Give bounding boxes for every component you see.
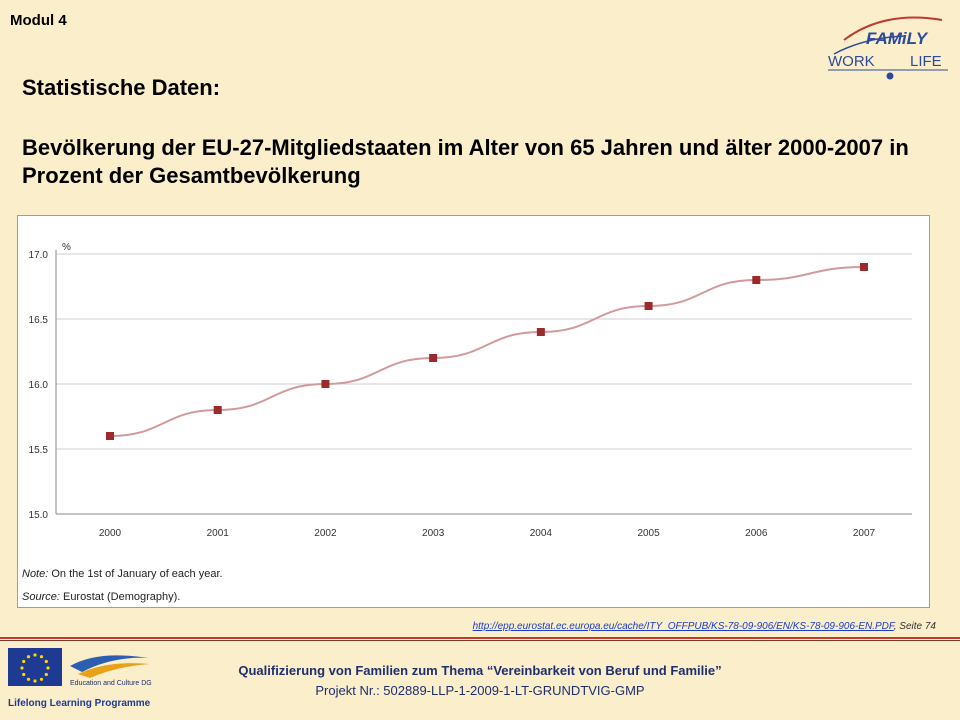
- x-tick-label: 2007: [853, 528, 876, 539]
- x-tick-label: 2005: [637, 528, 660, 539]
- x-tick-label: 2000: [99, 528, 122, 539]
- source-url-link[interactable]: http://epp.eurostat.ec.europa.eu/cache/I…: [472, 621, 894, 632]
- data-point: [536, 328, 545, 336]
- footer-project-number: Projekt Nr.: 502889-LLP-1-2009-1-LT-GRUN…: [315, 683, 645, 698]
- x-tick-label: 2001: [207, 528, 230, 539]
- x-tick-label: 2004: [530, 528, 553, 539]
- source-reference: http://epp.eurostat.ec.europa.eu/cache/I…: [473, 621, 936, 632]
- footer-divider: [0, 637, 960, 639]
- y-axis-unit: %: [62, 242, 71, 253]
- y-tick-label: 16.5: [29, 315, 49, 326]
- chart-container: 15.0 15.5 16.0 16.5 17.0% 2000 2001 2002 2003 200…: [17, 215, 930, 608]
- heading-line-2: Bevölkerung der EU-27-Mitgliedstaaten im…: [22, 135, 909, 188]
- logo-work-text: WORK: [828, 53, 875, 70]
- data-point: [321, 380, 330, 388]
- heading-line-1: Statistische Daten:: [22, 75, 221, 100]
- footer-title: Qualifizierung von Familien zum Thema “V…: [238, 663, 722, 678]
- x-tick-label: 2003: [422, 528, 445, 539]
- logo-family-text: FAMiLY: [866, 29, 929, 48]
- y-tick-label: 17.0: [29, 250, 49, 261]
- heading: Statistische Daten: Bevölkerung der EU-2…: [22, 74, 942, 190]
- source-label: Source:: [22, 591, 60, 603]
- eu-lifelong-learning-logo: Education and Culture DG Lifelong Learni…: [8, 648, 152, 709]
- llp-caption: Lifelong Learning Programme: [8, 698, 151, 709]
- y-tick-label: 15.5: [29, 445, 49, 456]
- chart-source: Source: Eurostat (Demography).: [22, 591, 180, 603]
- data-point: [860, 263, 868, 271]
- eu-caption: Education and Culture DG: [70, 680, 152, 687]
- data-point: [106, 432, 114, 440]
- source-page: , Seite 74: [893, 621, 936, 632]
- chart-note: Note: On the 1st of January of each year…: [22, 568, 223, 580]
- family-work-life-logo: FAMiLY WORK LIFE: [828, 16, 948, 80]
- data-point: [429, 354, 438, 362]
- y-tick-label: 16.0: [29, 380, 49, 391]
- note-text: On the 1st of January of each year.: [48, 568, 223, 580]
- y-tick-label: 15.0: [29, 510, 49, 521]
- footer-divider-secondary: [0, 640, 960, 641]
- module-label: Modul 4: [10, 12, 67, 29]
- logo-life-text: LIFE: [910, 53, 942, 70]
- data-point: [213, 406, 222, 414]
- x-tick-label: 2006: [745, 528, 768, 539]
- note-label: Note:: [22, 568, 49, 580]
- series-line: [109, 266, 865, 437]
- data-point: [644, 302, 653, 310]
- x-tick-label: 2002: [314, 528, 337, 539]
- source-text: Eurostat (Demography).: [59, 591, 181, 603]
- data-point: [752, 276, 761, 284]
- line-chart: 15.0 15.5 16.0 16.5 17.0% 2000 2001 2002 2003 200…: [29, 242, 912, 539]
